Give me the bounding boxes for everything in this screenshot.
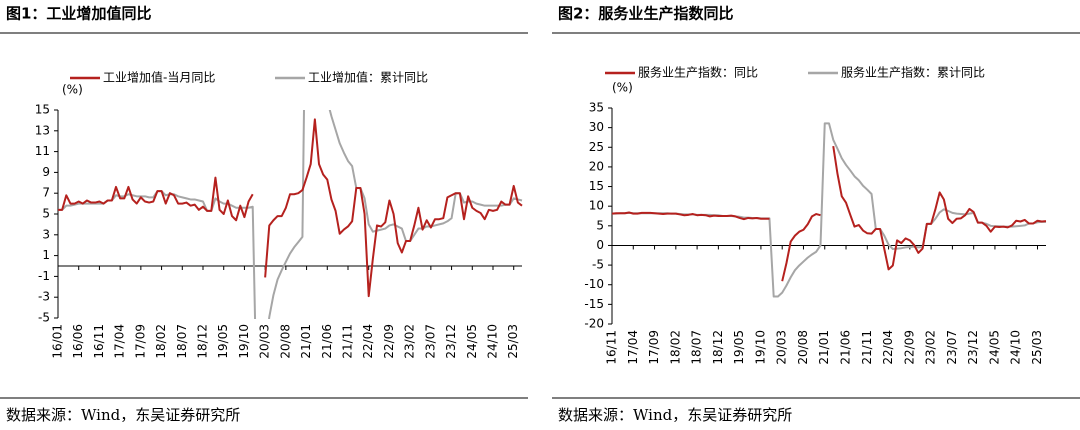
source: 数据来源：Wind，东吴证券研究所 xyxy=(558,406,792,424)
y-tick-label: 13 xyxy=(35,123,50,137)
y-tick-label: 30 xyxy=(589,120,604,134)
chart-title: 图1：工业增加值同比 xyxy=(6,5,151,23)
legend-label: 工业增加值-当月同比 xyxy=(103,70,215,85)
x-tick-label: 22/04 xyxy=(881,330,895,365)
x-tick-label: 23/07 xyxy=(423,324,437,359)
x-tick-label: 21/11 xyxy=(341,324,355,359)
x-tick-label: 23/07 xyxy=(945,330,959,365)
x-tick-label: 23/12 xyxy=(966,330,980,365)
plot-area xyxy=(611,122,1047,298)
x-tick-label: 18/12 xyxy=(711,330,725,365)
x-tick-label: 16/11 xyxy=(605,330,619,365)
y-tick-label: 9 xyxy=(42,165,50,179)
x-tick-label: 19/05 xyxy=(216,324,230,359)
x-tick-label: 21/11 xyxy=(860,330,874,365)
x-tick-label: 21/06 xyxy=(320,324,334,359)
y-tick-label: 10 xyxy=(589,199,604,213)
y-tick-label: 3 xyxy=(42,227,50,241)
series-line xyxy=(58,118,523,298)
x-tick-label: 21/01 xyxy=(817,330,831,365)
y-tick-label: 25 xyxy=(589,140,604,154)
x-tick-label: 21/01 xyxy=(299,324,313,359)
x-tick-label: 20/08 xyxy=(278,324,292,359)
legend-label: 服务业生产指数：同比 xyxy=(638,65,758,80)
y-tick-label: 1 xyxy=(42,248,50,262)
x-tick-label: 21/06 xyxy=(839,330,853,365)
plot-area xyxy=(58,110,523,319)
x-tick-label: 22/09 xyxy=(902,330,916,365)
y-tick-label: 15 xyxy=(35,103,50,117)
y-tick-label: -5 xyxy=(592,258,604,272)
x-tick-label: 25/03 xyxy=(506,324,520,359)
y-tick-label: 35 xyxy=(589,101,604,115)
series-line xyxy=(611,145,1047,282)
x-tick-label: 25/03 xyxy=(1030,330,1044,365)
y-tick-label: -15 xyxy=(584,297,604,311)
x-tick-label: 18/07 xyxy=(690,330,704,365)
x-tick-label: 24/10 xyxy=(1009,330,1023,365)
x-tick-label: 17/09 xyxy=(647,330,661,365)
x-tick-label: 23/12 xyxy=(444,324,458,359)
x-tick-label: 18/02 xyxy=(154,324,168,359)
y-tick-label: -5 xyxy=(38,311,50,325)
y-tick-label: 20 xyxy=(589,159,604,173)
y-tick-label: 11 xyxy=(35,144,50,158)
x-tick-label: 24/05 xyxy=(987,330,1001,365)
x-tick-label: 17/09 xyxy=(133,324,147,359)
y-tick-label: 5 xyxy=(596,218,604,232)
x-tick-label: 20/08 xyxy=(796,330,810,365)
x-tick-label: 16/06 xyxy=(71,324,85,359)
legend-label: 工业增加值：累计同比 xyxy=(308,70,428,85)
x-tick-label: 24/10 xyxy=(486,324,500,359)
x-tick-label: 17/04 xyxy=(113,324,127,359)
x-tick-label: 18/02 xyxy=(668,330,682,365)
x-tick-label: 20/03 xyxy=(258,324,272,359)
y-tick-label: 0 xyxy=(596,238,604,252)
series-line xyxy=(58,110,523,319)
x-tick-label: 16/11 xyxy=(92,324,106,359)
x-tick-label: 20/03 xyxy=(775,330,789,365)
chart-title: 图2：服务业生产指数同比 xyxy=(558,5,733,23)
x-tick-label: 18/07 xyxy=(175,324,189,359)
y-tick-label: -10 xyxy=(584,277,604,291)
y-tick-label: -3 xyxy=(38,290,50,304)
x-tick-label: 22/09 xyxy=(382,324,396,359)
legend-label: 服务业生产指数：累计同比 xyxy=(841,65,985,80)
x-tick-label: 23/02 xyxy=(924,330,938,365)
x-tick-label: 22/04 xyxy=(361,324,375,359)
x-tick-label: 24/05 xyxy=(465,324,479,359)
y-tick-label: -1 xyxy=(38,269,50,283)
x-tick-label: 17/04 xyxy=(626,330,640,365)
unit-label: (%) xyxy=(612,81,633,95)
y-tick-label: 15 xyxy=(589,179,604,193)
x-tick-label: 19/05 xyxy=(732,330,746,365)
y-tick-label: 7 xyxy=(42,186,50,200)
unit-label: (%) xyxy=(62,83,83,97)
x-tick-label: 19/10 xyxy=(753,330,767,365)
x-tick-label: 18/12 xyxy=(196,324,210,359)
y-tick-label: 5 xyxy=(42,207,50,221)
y-tick-label: -20 xyxy=(584,317,604,331)
source: 数据来源：Wind，东吴证券研究所 xyxy=(6,406,240,424)
x-tick-label: 23/02 xyxy=(403,324,417,359)
x-tick-label: 19/10 xyxy=(237,324,251,359)
x-tick-label: 16/01 xyxy=(51,324,65,359)
